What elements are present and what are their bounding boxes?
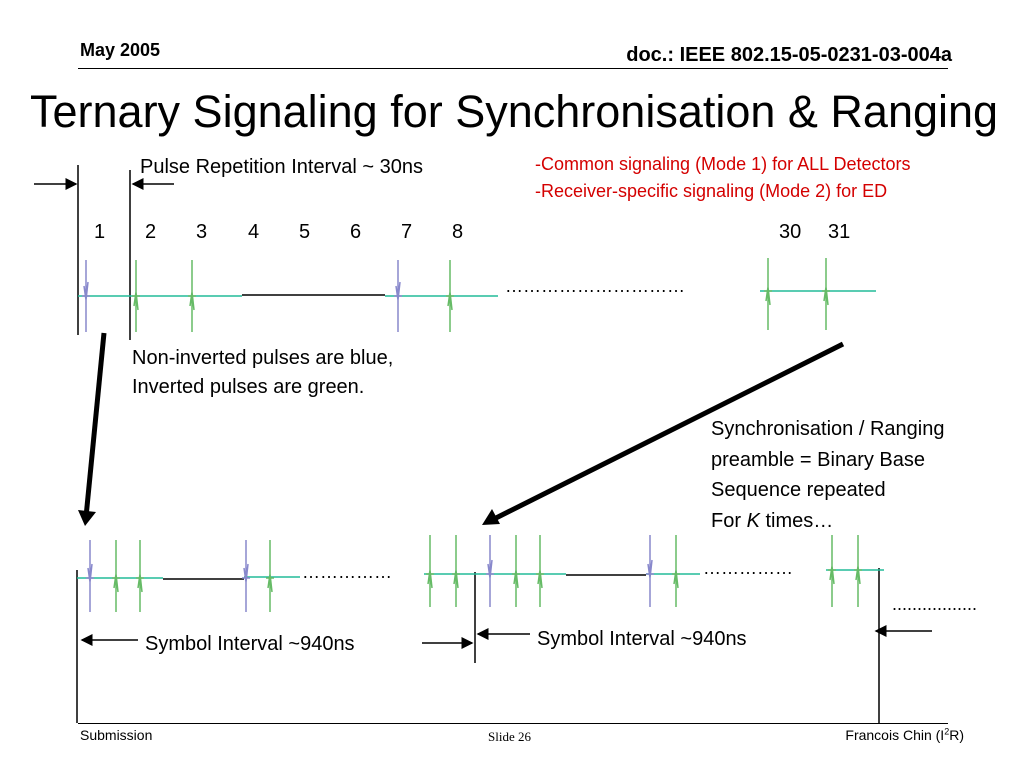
header-date: May 2005 [80,40,161,60]
bottom-mid-ellipsis: …………… [302,562,392,582]
bottom-pulse-a31-green [452,535,460,607]
mode2-note: -Receiver-specific signaling (Mode 2) fo… [535,181,888,201]
sync-note-times: times… [759,509,834,532]
top-pulse-8-green [446,260,454,332]
footer-slide-number: Slide 26 [488,729,531,744]
pulse-number-1: 1 [94,221,106,243]
mode1-note: -Common signaling (Mode 1) for ALL Detec… [535,154,911,174]
top-pulse-2-green [132,260,140,332]
top-ellipsis: ………………………… [505,276,685,296]
footer-author-post: R) [949,727,964,743]
symbol-interval-label-2: Symbol Interval ~940ns [537,628,747,650]
footer-rule [78,723,948,724]
footer-submission: Submission [80,727,153,743]
bottom-pulse-b30-green [828,535,836,607]
top-pulse-3-green [188,260,196,332]
pulse-color-note: Non-inverted pulses are blue, Inverted p… [132,344,492,402]
bottom-pulse-a7-blue [242,540,250,612]
bottom-pulse-a2-green [112,540,120,612]
sync-note-line-1: Synchronisation / Ranging [711,418,945,440]
top-pulse-30-green [764,258,772,330]
bottom-pulse-b1-blue [486,535,494,607]
top-pulse-7-blue [394,260,402,332]
pulse-number-3: 3 [196,221,208,243]
bottom-pulse-b7-blue [646,535,654,607]
zoom-arrow-left-head [78,510,96,526]
footer-author-pre: Francois Chin (I [845,727,945,743]
top-pulse-31-green [822,258,830,330]
bottom-pulse-a3-green [136,540,144,612]
header-rule [78,68,948,69]
pulse-number-8: 8 [452,221,464,243]
pulse-number-5: 5 [299,221,311,243]
bottom-pulse-a8-green [266,540,274,612]
footer-author-sup: 2 [944,726,950,737]
pulse-note-line-2: Inverted pulses are green. [132,376,365,398]
pulse-number-7: 7 [401,221,413,243]
pulse-number-30: 30 [779,221,802,243]
pulse-number-2: 2 [145,221,157,243]
sync-note-line-4: For K times… [711,506,1021,537]
bottom-pulse-b8-green [672,535,680,607]
bottom-pulse-b31-green [854,535,862,607]
sync-note-k: K [746,509,760,532]
slide-title: Ternary Signaling for Synchronisation & … [30,86,999,137]
sync-preamble-note: Synchronisation / Ranging preamble = Bin… [711,414,1021,536]
sync-note-for: For [711,509,747,532]
symbol-interval-label-1: Symbol Interval ~940ns [145,633,355,655]
pulse-number-31: 31 [828,221,851,243]
header-doc-id: doc.: IEEE 802.15-05-0231-03-004a [626,44,952,66]
bottom-pulse-b2-green [512,535,520,607]
zoom-arrow-right-shaft [492,341,845,522]
zoom-arrow-left-shaft [83,332,107,518]
top-pulse-1-blue [82,260,90,332]
pulse-repetition-interval-label: Pulse Repetition Interval ~ 30ns [140,156,423,178]
right-edge-ellipsis: ................. [892,594,978,614]
bottom-right-ellipsis: …………… [703,558,793,578]
bottom-pulse-a30-green [426,535,434,607]
bottom-pulse-b3-green [536,535,544,607]
footer-author: Francois Chin (I2R) [845,727,964,743]
pulse-number-4: 4 [248,221,260,243]
pulse-number-6: 6 [350,221,362,243]
sync-note-line-2: preamble = Binary Base [711,448,926,471]
sync-note-line-3: Sequence repeated [711,479,886,501]
pulse-note-line-1: Non-inverted pulses are blue, [132,347,394,369]
zoom-arrow-right-head [482,509,500,525]
bottom-pulse-a1-blue [86,540,94,612]
